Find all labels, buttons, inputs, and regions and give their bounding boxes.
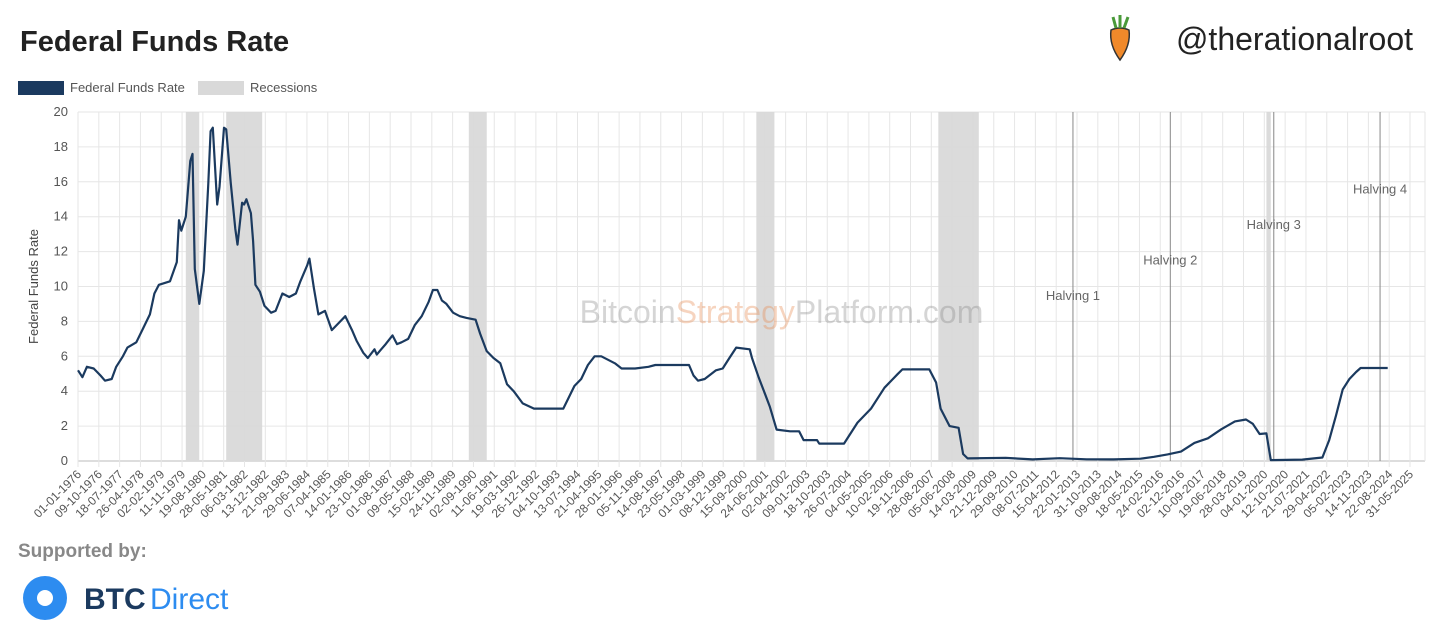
halving-label: Halving 1 [1046, 288, 1100, 303]
brand: @therationalroot [1176, 21, 1413, 57]
recession-band [468, 112, 487, 461]
title: Federal Funds Rate [20, 26, 289, 58]
legend-label: Recessions [250, 80, 318, 95]
carrot-icon [1109, 15, 1131, 62]
halving-label: Halving 4 [1353, 182, 1407, 197]
y-tick-label: 18 [54, 139, 68, 154]
watermark-part: Bitcoin [580, 294, 676, 330]
y-tick-label: 0 [61, 453, 68, 468]
y-tick-label: 10 [54, 279, 68, 294]
legend-swatch [18, 81, 64, 95]
recession-band [938, 112, 979, 461]
y-tick-label: 6 [61, 348, 68, 363]
y-axis-label: Federal Funds Rate [26, 229, 41, 344]
btc-logo-icon [23, 576, 67, 620]
logo-direct: Direct [150, 583, 229, 616]
supported-label: Supported by: [18, 541, 147, 562]
y-tick-label: 8 [61, 313, 68, 328]
y-tick-label: 20 [54, 104, 68, 119]
watermark-part: Strategy [676, 294, 795, 330]
y-tick-label: 14 [54, 209, 68, 224]
recession-band [1266, 112, 1271, 461]
data-line [77, 126, 1388, 462]
recession-band [756, 112, 775, 461]
watermark-part: Platform.com [795, 294, 983, 330]
halving-label: Halving 3 [1247, 217, 1301, 232]
logo-btc: BTC [84, 583, 146, 616]
y-tick-label: 2 [61, 418, 68, 433]
watermark: BitcoinStrategyPlatform.com [580, 294, 984, 330]
y-tick-label: 4 [61, 383, 68, 398]
halving-label: Halving 2 [1143, 253, 1197, 268]
legend-swatch [198, 81, 244, 95]
y-tick-label: 16 [54, 174, 68, 189]
y-tick-label: 12 [54, 244, 68, 259]
recession-band [185, 112, 200, 461]
legend-label: Federal Funds Rate [70, 80, 185, 95]
